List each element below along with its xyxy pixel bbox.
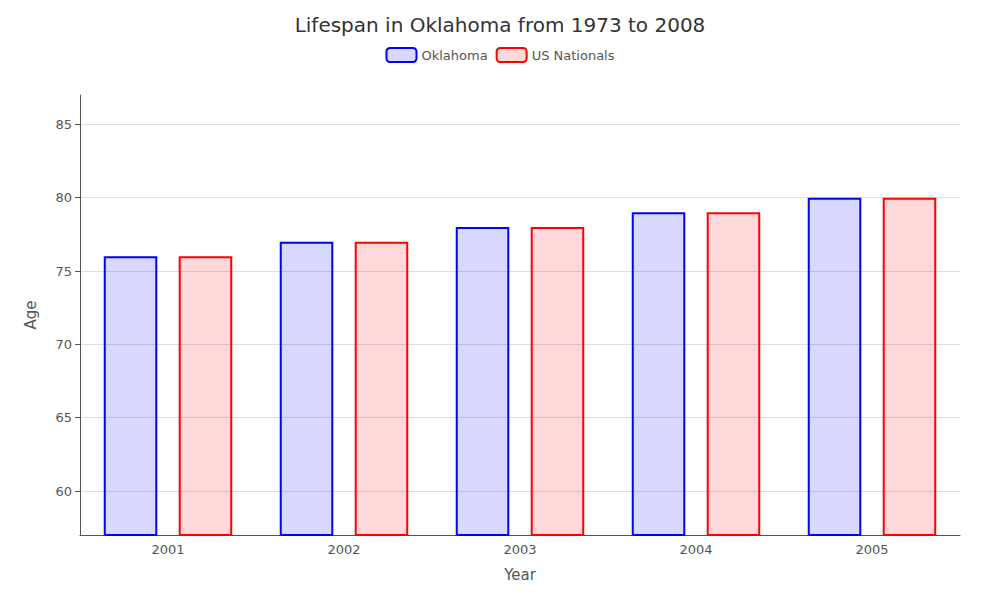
svg-text:Year: Year	[503, 566, 537, 584]
svg-text:65: 65	[55, 410, 72, 425]
svg-text:2002: 2002	[327, 542, 360, 557]
svg-text:85: 85	[55, 117, 72, 132]
svg-text:70: 70	[55, 337, 72, 352]
svg-text:75: 75	[55, 264, 72, 279]
svg-text:80: 80	[55, 190, 72, 205]
svg-text:60: 60	[55, 484, 72, 499]
svg-text:Oklahoma: Oklahoma	[421, 48, 487, 63]
svg-text:US Nationals: US Nationals	[532, 48, 615, 63]
svg-text:2004: 2004	[679, 542, 712, 557]
svg-text:2001: 2001	[151, 542, 184, 557]
svg-text:Age: Age	[22, 300, 40, 329]
svg-text:2003: 2003	[503, 542, 536, 557]
svg-text:2005: 2005	[855, 542, 888, 557]
svg-text:Lifespan in Oklahoma from 1973: Lifespan in Oklahoma from 1973 to 2008	[295, 13, 706, 37]
